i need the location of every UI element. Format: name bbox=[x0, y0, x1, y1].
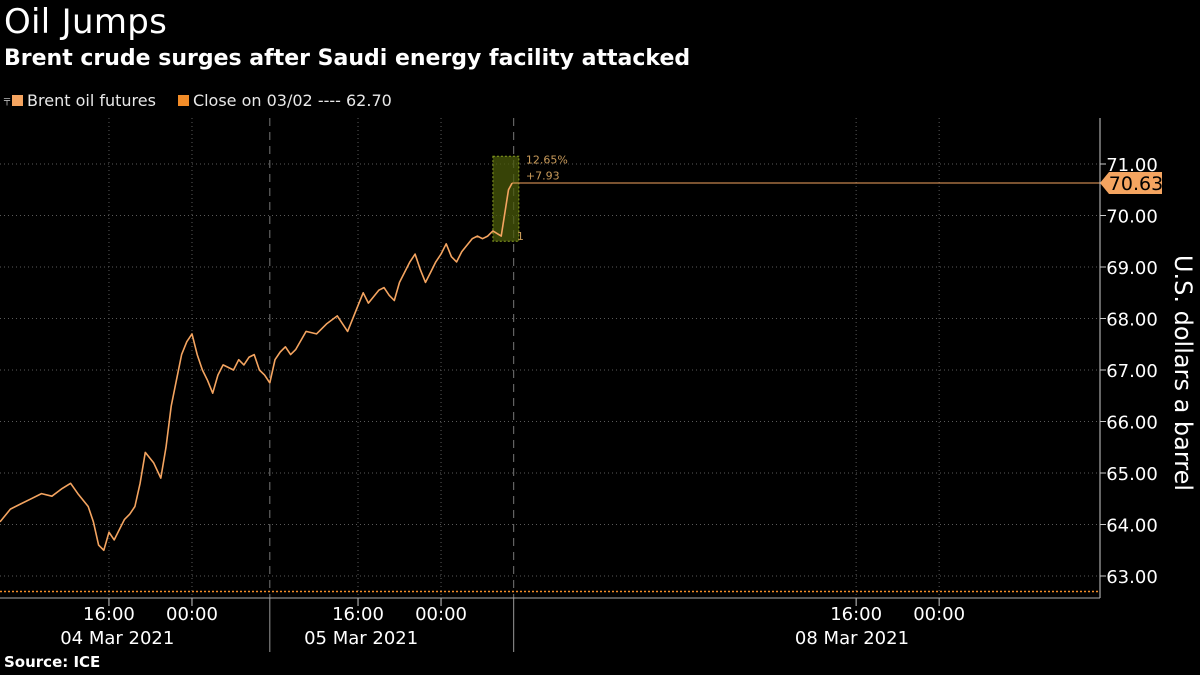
y-tick-label: 69.00 bbox=[1106, 258, 1158, 279]
x-tick-label: 16:00 bbox=[332, 604, 384, 625]
change-highlight-box bbox=[492, 155, 520, 242]
legend-label-brent: Brent oil futures bbox=[27, 91, 156, 110]
legend-label-close: Close on 03/02 ---- 62.70 bbox=[192, 91, 392, 110]
grid bbox=[0, 118, 1100, 598]
y-tick-label: 70.00 bbox=[1106, 207, 1158, 228]
chart-title: Oil Jumps bbox=[4, 2, 168, 42]
move-annotation: 12.65% +7.93 1 bbox=[492, 153, 568, 243]
legend-swatch-brent bbox=[12, 95, 24, 106]
pct-change-label: 12.65% bbox=[526, 153, 568, 166]
y-tick-label: 64.00 bbox=[1106, 516, 1158, 537]
x-axis: 16:00 00:00 16:00 00:00 16:00 00:00 04 Mar 202… bbox=[0, 597, 1100, 652]
legend-marker-icon: ╤ bbox=[4, 95, 11, 106]
x-tick-label: 00:00 bbox=[166, 604, 218, 625]
y-axis-label: U.S. dollars a barrel bbox=[1169, 255, 1197, 491]
brent-price-line bbox=[0, 182, 513, 552]
y-tick-label: 65.00 bbox=[1106, 464, 1158, 485]
y-tick-label: 66.00 bbox=[1106, 413, 1158, 434]
y-tick-label: 63.00 bbox=[1106, 567, 1158, 588]
series-layer: 70.63 bbox=[0, 172, 1163, 593]
x-tick-label: 16:00 bbox=[83, 604, 135, 625]
abs-change-label: +7.93 bbox=[526, 169, 560, 182]
x-tick-label: 16:00 bbox=[830, 604, 882, 625]
chart-subtitle: Brent crude surges after Saudi energy fa… bbox=[4, 46, 691, 71]
last-value-label: 70.63 bbox=[1109, 173, 1163, 195]
x-date-label: 08 Mar 2021 bbox=[795, 628, 909, 649]
y-axis: 63.00 64.00 65.00 66.00 67.00 68.00 69.00 70.00… bbox=[1099, 118, 1158, 598]
y-tick-label: 71.00 bbox=[1106, 155, 1158, 176]
legend: ╤ Brent oil futures Close on 03/02 ---- … bbox=[4, 91, 392, 110]
y-tick-label: 67.00 bbox=[1106, 361, 1158, 382]
x-date-label: 05 Mar 2021 bbox=[304, 628, 418, 649]
y-tick-label: 68.00 bbox=[1106, 310, 1158, 331]
x-date-label: 04 Mar 2021 bbox=[60, 628, 174, 649]
baseline-marker-label: 1 bbox=[517, 230, 524, 243]
source-note: Source: ICE bbox=[4, 653, 101, 671]
last-value-badge bbox=[1100, 172, 1162, 195]
x-tick-label: 00:00 bbox=[913, 604, 965, 625]
x-tick-label: 00:00 bbox=[415, 604, 467, 625]
legend-swatch-close bbox=[177, 95, 189, 106]
